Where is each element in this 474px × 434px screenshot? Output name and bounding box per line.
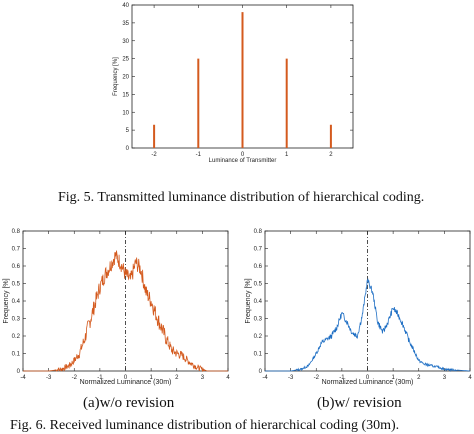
fig6b-xtick-label: -1: [339, 375, 345, 381]
fig6b-xtick-label: 4: [468, 375, 472, 381]
fig6b-xtick-label: 2: [417, 375, 421, 381]
fig5-ytick-label: 5: [126, 128, 130, 134]
fig5-ytick-label: 20: [122, 75, 129, 81]
fig6b-xtick-label: -4: [262, 375, 268, 381]
fig6b-ytick-label: 0.5: [254, 282, 263, 288]
fig6a-xtick-label: 1: [149, 375, 153, 381]
fig6a-ytick-label: 0.6: [12, 264, 21, 270]
fig6a-ytick-label: 0: [17, 369, 21, 375]
fig6a-ytick-label: 0.1: [12, 352, 21, 358]
fig6a-xtick-label: -4: [20, 375, 26, 381]
fig5-ytick-label: 15: [122, 92, 129, 98]
fig5-xtick-label: 1: [285, 152, 289, 158]
fig6a-ytick-label: 0.3: [12, 317, 21, 323]
fig6b-xtick-label: 0: [366, 375, 370, 381]
fig6b-subcaption: (b)w/ revision: [317, 395, 402, 411]
fig5-ytick-label: 25: [122, 57, 129, 63]
fig6a-series-line: [23, 250, 228, 373]
fig5-ytick-label: 0: [126, 146, 130, 152]
fig6a-ytick-label: 0.5: [12, 282, 21, 288]
fig5-ytick-label: 30: [122, 39, 129, 45]
fig6a-subcaption: (a)w/o revision: [83, 395, 175, 411]
fig6b-ytick-label: 0: [259, 369, 263, 375]
fig6a-xtick-label: 0: [124, 375, 128, 381]
fig5-xtick-label: -2: [151, 152, 157, 158]
fig5-chart: 0 5 10 15 20 25 30 35 40 -2 -1 0 1 2 Luminance of Tran…: [113, 3, 354, 164]
fig6b-ylabel: Frequency [%]: [245, 278, 252, 323]
fig6b-ytick-label: 0.8: [254, 229, 263, 235]
fig6-caption: Fig. 6. Received luminance distribution …: [10, 418, 400, 433]
fig6b-xtick-label: -3: [288, 375, 294, 381]
fig6b-xlabel: Normalized Luminance (30m): [322, 379, 414, 386]
fig6a-chart: 0 0.1 0.2 0.3 0.4 0.5 0.6 0.7 0.8 -4 -3 -2 -1 0 1 2 3 4 No…: [3, 229, 230, 386]
fig6a-xtick-label: 3: [201, 375, 205, 381]
fig6b-series-line: [265, 278, 470, 373]
fig6a-ytick-label: 0.4: [12, 299, 21, 305]
fig5-xlabel: Luminance of Transmitter: [209, 158, 277, 164]
fig6b-ytick-label: 0.4: [254, 299, 263, 305]
fig6a-xtick-label: -2: [72, 375, 78, 381]
fig6a-ylabel: Frequency [%]: [3, 278, 10, 323]
fig5-ylabel: Frequency [%]: [113, 57, 119, 96]
fig6a-xtick-label: -3: [46, 375, 52, 381]
fig6a-xtick-label: -1: [97, 375, 103, 381]
fig5-xtick-label: 0: [241, 152, 245, 158]
fig5-ytick-label: 10: [122, 110, 129, 116]
fig6a-xtick-label: 2: [175, 375, 179, 381]
fig6b-ytick-label: 0.3: [254, 317, 263, 323]
fig6b-ytick-label: 0.7: [254, 247, 263, 253]
fig6a-ytick-label: 0.2: [12, 334, 21, 340]
fig6a-ytick-label: 0.7: [12, 247, 21, 253]
fig5-ytick-label: 35: [122, 21, 129, 27]
fig5-caption: Fig. 5. Transmitted luminance distributi…: [58, 190, 425, 205]
fig6b-xtick-label: 3: [443, 375, 447, 381]
fig6b-ytick-label: 0.2: [254, 334, 263, 340]
fig6a-ytick-label: 0.8: [12, 229, 21, 235]
fig6a-xtick-label: 4: [226, 375, 230, 381]
fig6b-ytick-label: 0.6: [254, 264, 263, 270]
fig6b-xtick-label: -2: [314, 375, 320, 381]
fig6b-xtick-label: 1: [391, 375, 395, 381]
fig6b-ytick-label: 0.1: [254, 352, 263, 358]
fig5-ytick-label: 40: [122, 3, 129, 9]
fig6b-chart: 0 0.1 0.2 0.3 0.4 0.5 0.6 0.7 0.8 -4 -3 -2 -1 0 1 2 3 4 No…: [245, 229, 472, 386]
fig6a-xlabel: Normalized Luminance (30m): [80, 379, 172, 386]
fig5-xtick-label: 2: [329, 152, 333, 158]
fig5-xtick-label: -1: [196, 152, 202, 158]
